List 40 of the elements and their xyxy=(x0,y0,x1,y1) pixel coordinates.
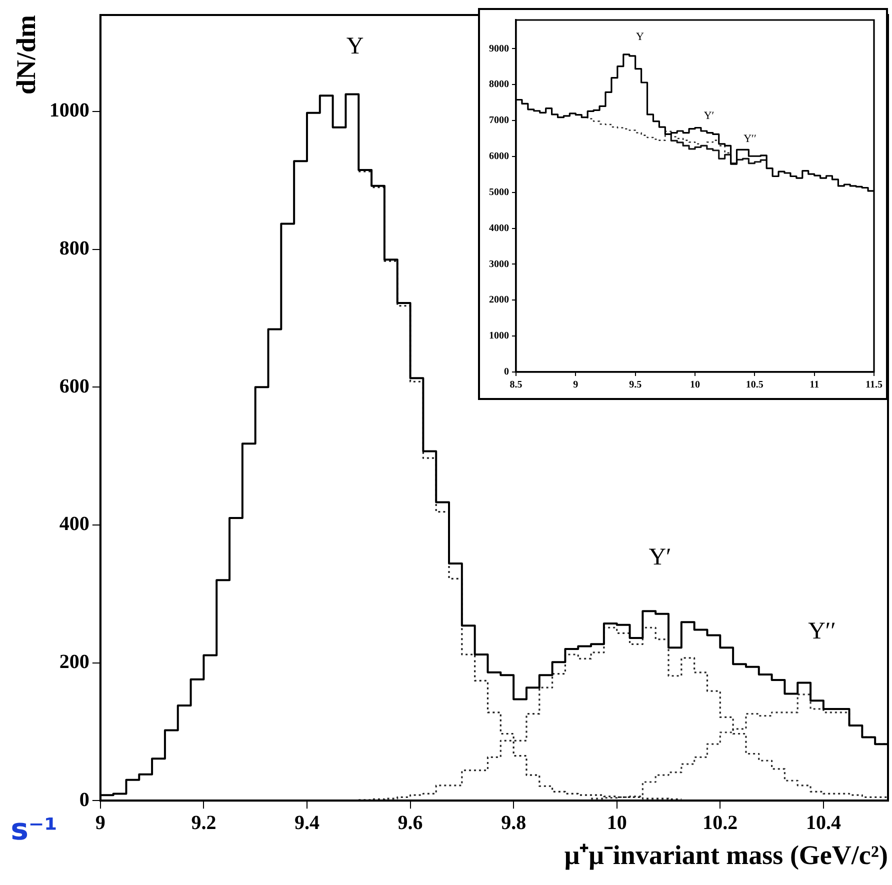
y-tick-label: 1000 xyxy=(489,330,509,342)
x-tick-label: 9.4 xyxy=(294,812,320,834)
x-tick-label: 9.8 xyxy=(501,812,526,834)
x-tick-label: 11.5 xyxy=(866,380,882,391)
y-tick-label: 6000 xyxy=(489,151,509,162)
y-tick-label: 800 xyxy=(59,237,90,260)
annotation: Υ′ xyxy=(704,110,714,122)
annotation: Υ xyxy=(346,34,364,60)
y-tick-label: 1000 xyxy=(49,100,90,122)
x-tick-label: 9.6 xyxy=(398,812,423,834)
x-tick-label: 10 xyxy=(606,812,627,834)
annotation: Υ′′ xyxy=(808,618,836,646)
annotation: Υ xyxy=(636,31,644,43)
y-tick-label: 0 xyxy=(79,788,90,811)
x-tick-label: 8.5 xyxy=(510,380,522,391)
x-tick-label: 11 xyxy=(810,380,820,391)
y-tick-label: 3000 xyxy=(489,258,509,270)
y-tick-label: 600 xyxy=(59,375,90,398)
y-tick-label: 4000 xyxy=(489,222,509,234)
x-tick-label: 9 xyxy=(573,380,578,391)
y-axis-title: dN/dm xyxy=(11,14,42,95)
x-tick-label: 10 xyxy=(690,380,700,391)
x-tick-label: 10.4 xyxy=(806,812,841,834)
text: s⁻¹ xyxy=(10,812,58,848)
x-tick-label: 10.5 xyxy=(746,380,764,391)
x-tick-label: 10.2 xyxy=(702,812,738,834)
y-tick-label: 5000 xyxy=(489,186,509,198)
x-tick-label: 9.2 xyxy=(191,812,216,834)
x-axis-title: μ⁺μ⁻invariant mass (GeV/c²) xyxy=(564,840,888,870)
y-tick-label: 9000 xyxy=(489,43,509,54)
y-tick-label: 0 xyxy=(504,366,509,378)
y-tick-label: 400 xyxy=(59,513,90,536)
y-tick-label: 200 xyxy=(59,650,90,673)
annotation: Υ′ xyxy=(648,544,672,572)
annotation: Υ′′ xyxy=(744,133,756,145)
y-tick-label: 2000 xyxy=(489,294,509,306)
y-tick-label: 8000 xyxy=(489,79,509,90)
y-tick-label: 7000 xyxy=(489,115,509,126)
x-tick-label: 9 xyxy=(95,812,106,834)
x-tick-label: 9.5 xyxy=(629,380,642,391)
